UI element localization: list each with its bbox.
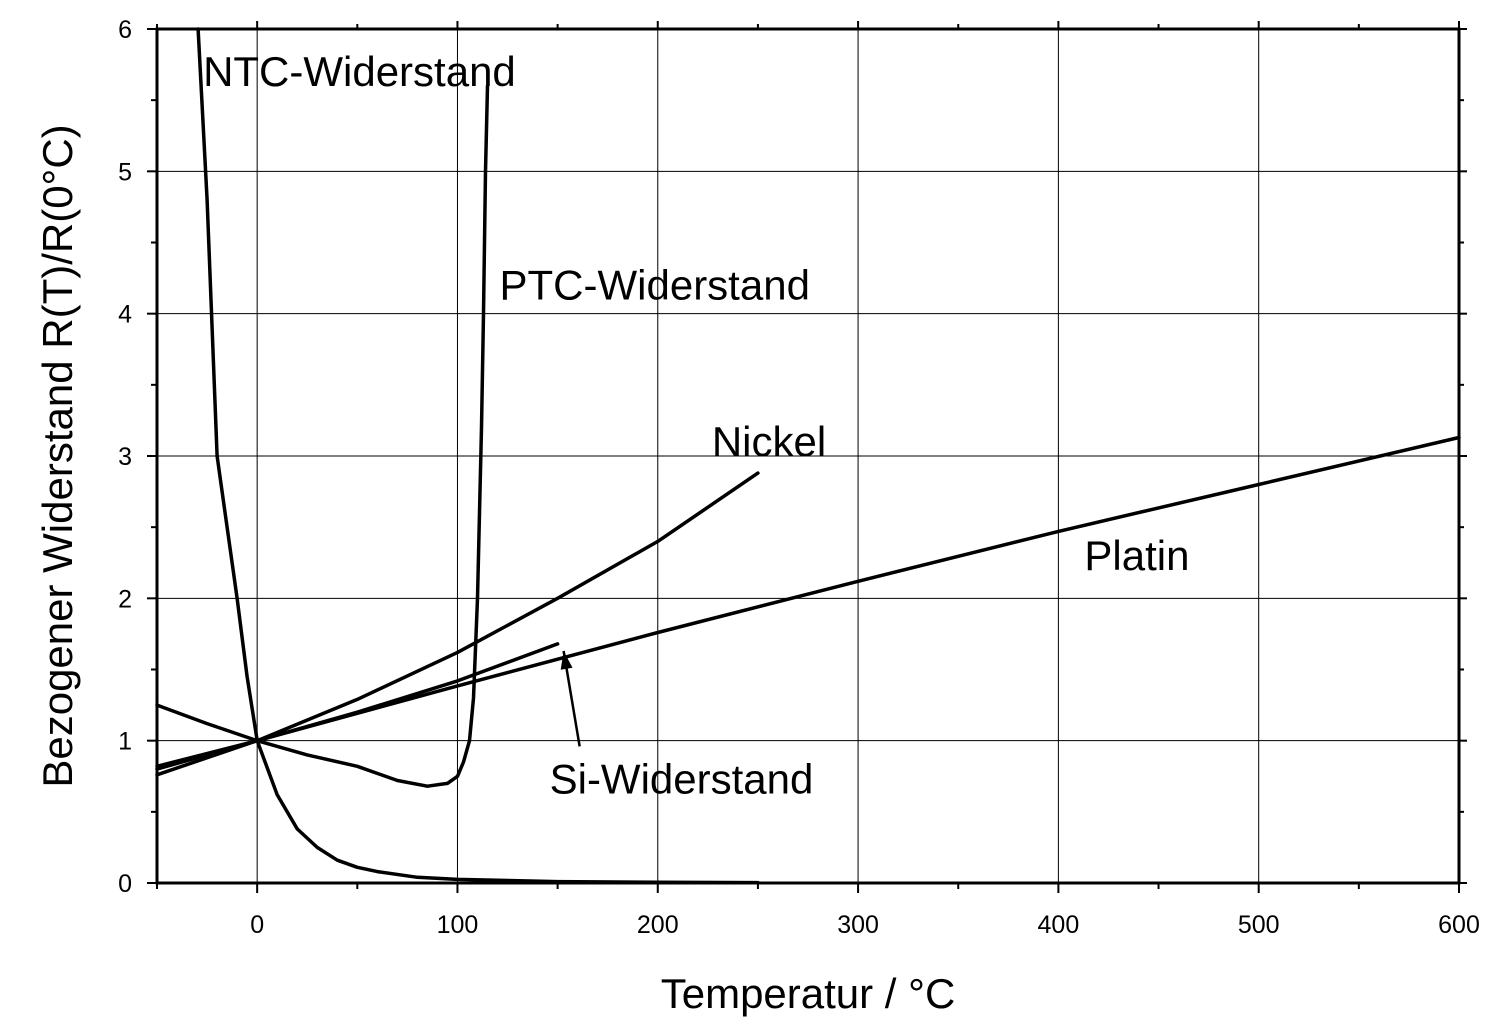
annotation-label: Nickel	[712, 418, 826, 465]
annotation-label: PTC-Widerstand	[500, 261, 810, 308]
series-line-platin	[155, 435, 1461, 771]
y-tick-label: 6	[118, 16, 132, 44]
series-layer	[155, 27, 1461, 885]
series-line-si-widerstand	[155, 642, 560, 769]
x-tick-label: 300	[837, 911, 879, 939]
y-axis-title: Bezogener Widerstand R(T)/R(0°C)	[34, 124, 81, 787]
y-tick-label: 4	[118, 301, 132, 329]
x-tick-label: 500	[1238, 911, 1280, 939]
annotation-layer: NTC-Widerstand PTC-Widerstand Nickel Platin…	[203, 48, 1189, 802]
x-tick-label: 400	[1038, 911, 1080, 939]
tick-layer	[147, 21, 1467, 893]
annotation-label: Si-Widerstand	[550, 755, 814, 802]
x-tick-label: 200	[637, 911, 679, 939]
y-tick-label: 0	[118, 870, 132, 898]
y-tick-label: 2	[118, 585, 132, 613]
x-tick-label: 0	[250, 911, 264, 939]
x-tick-label: 600	[1438, 911, 1480, 939]
annotation-arrow-head	[560, 650, 573, 670]
series-line-ntc-widerstand	[196, 27, 760, 885]
y-tick-label: 3	[118, 443, 132, 471]
y-tick-label: 1	[118, 728, 132, 756]
label-layer: 0 100 200 300 400 500 600 0 1 2 3 4 5 6	[118, 16, 1480, 939]
series-line-ptc-widerstand	[155, 84, 490, 788]
x-tick-label: 100	[437, 911, 479, 939]
annotation-label: NTC-Widerstand	[203, 48, 516, 95]
x-axis-title: Temperatur / °C	[661, 970, 956, 1017]
y-tick-label: 5	[118, 158, 132, 186]
annotation-label: Platin	[1084, 532, 1189, 579]
